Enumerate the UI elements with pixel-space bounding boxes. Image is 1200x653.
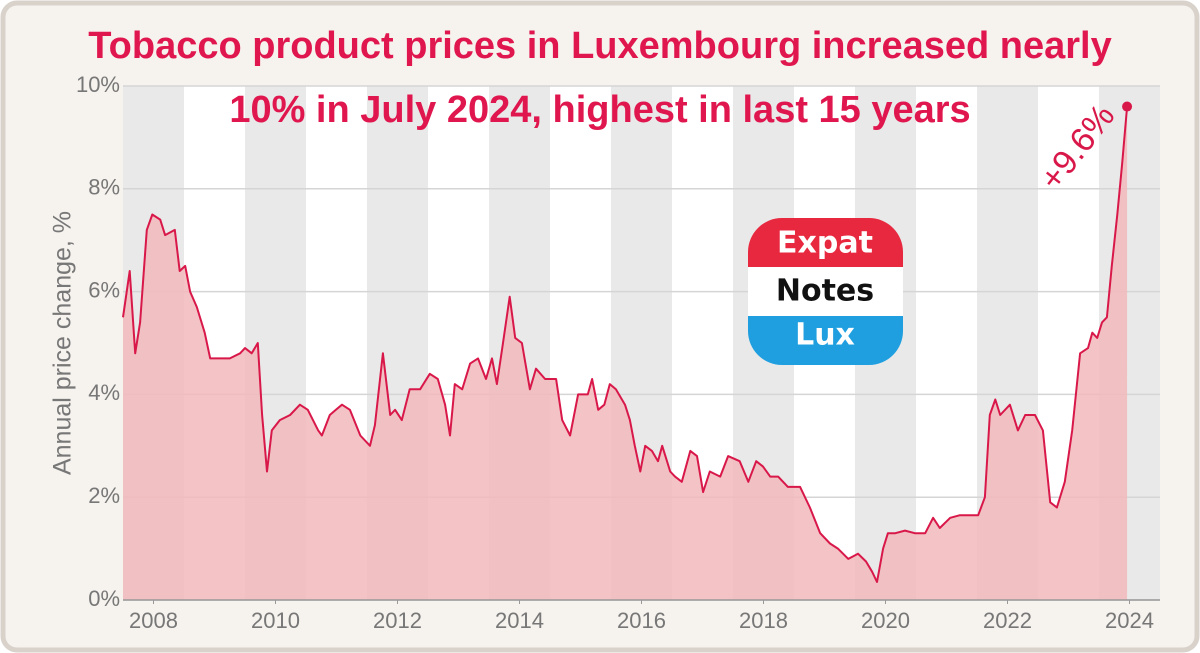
line — [122, 106, 1129, 583]
x-tick-label: 2024 — [1105, 608, 1154, 633]
y-tick-label: 6% — [88, 277, 120, 302]
end-point — [1122, 101, 1133, 112]
y-tick-label: 10% — [76, 72, 120, 97]
chart-title: Tobacco product prices in Luxembourg inc… — [88, 25, 1111, 67]
logo-band — [748, 267, 903, 316]
logo-band — [748, 218, 903, 267]
x-tick-label: 2016 — [617, 608, 666, 633]
x-tick-label: 2018 — [739, 608, 788, 633]
y-tick-label: 4% — [88, 380, 120, 405]
y-tick-label: 0% — [88, 586, 120, 611]
x-tick-label: 2012 — [373, 608, 422, 633]
area — [123, 106, 1128, 600]
x-tick-label: 2020 — [861, 608, 910, 633]
y-axis-label: Annual price change, % — [49, 211, 77, 475]
logo-text: Expat — [777, 226, 873, 261]
logo: Expat Notes Lux — [748, 218, 903, 365]
x-tick-label: 2008 — [129, 608, 178, 633]
plot-area — [122, 85, 1160, 604]
logo-band — [748, 316, 903, 365]
x-tick-label: 2022 — [983, 608, 1032, 633]
y-tick-label: 8% — [88, 175, 120, 200]
x-tick-label: 2014 — [495, 608, 544, 633]
x-tick-label: 2010 — [251, 608, 300, 633]
y-tick-label: 2% — [88, 483, 120, 508]
logo-text: Notes — [776, 274, 874, 309]
logo-text: Lux — [795, 318, 855, 353]
chart-title: 10% in July 2024, highest in last 15 yea… — [229, 89, 970, 131]
